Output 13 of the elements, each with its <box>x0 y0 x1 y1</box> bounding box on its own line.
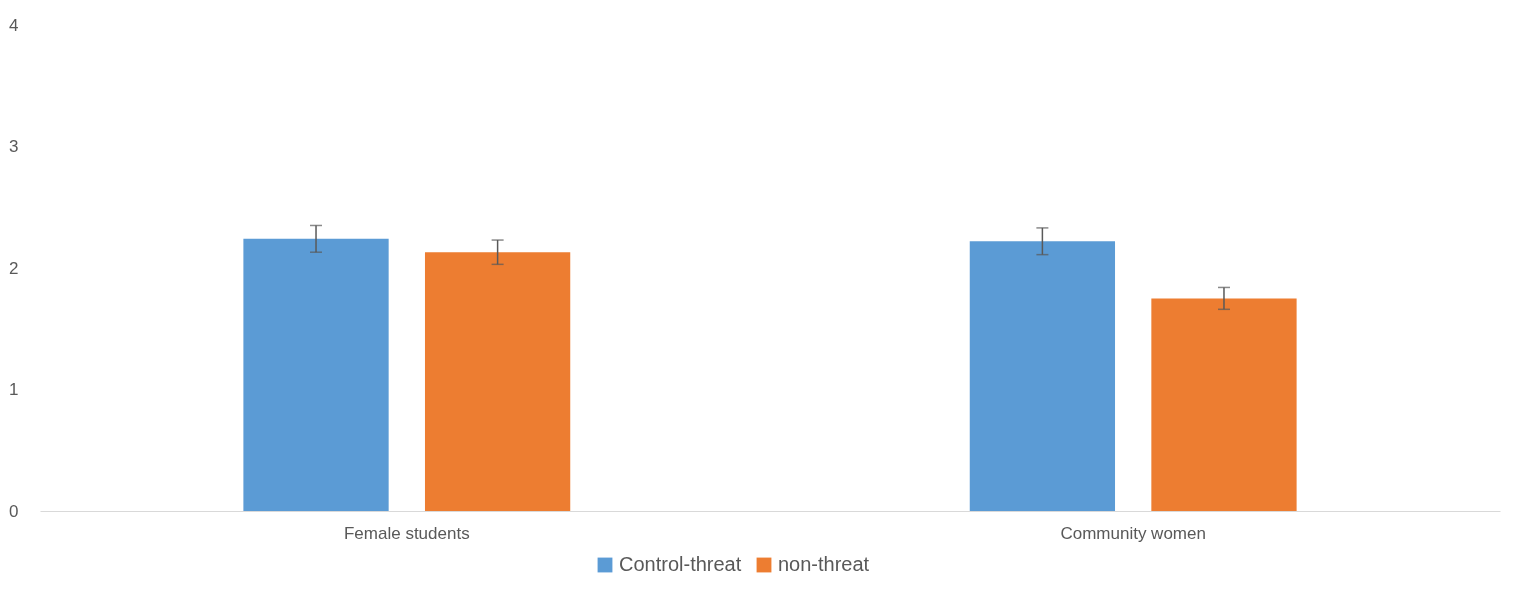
y-tick-label: 1 <box>9 380 19 399</box>
bar <box>1151 298 1297 511</box>
bar <box>243 238 389 511</box>
x-tick-label: Community women <box>1060 523 1206 543</box>
legend-label: Control-threat <box>619 553 742 575</box>
y-tick-label: 3 <box>9 137 19 156</box>
x-tick-label: Female students <box>343 523 470 543</box>
y-tick-label: 0 <box>9 501 19 521</box>
bar <box>424 252 571 511</box>
y-tick-label: 2 <box>9 258 19 278</box>
bar <box>969 241 1116 511</box>
legend-label: non-threat <box>778 553 870 575</box>
y-tick-label: 4 <box>9 15 19 35</box>
